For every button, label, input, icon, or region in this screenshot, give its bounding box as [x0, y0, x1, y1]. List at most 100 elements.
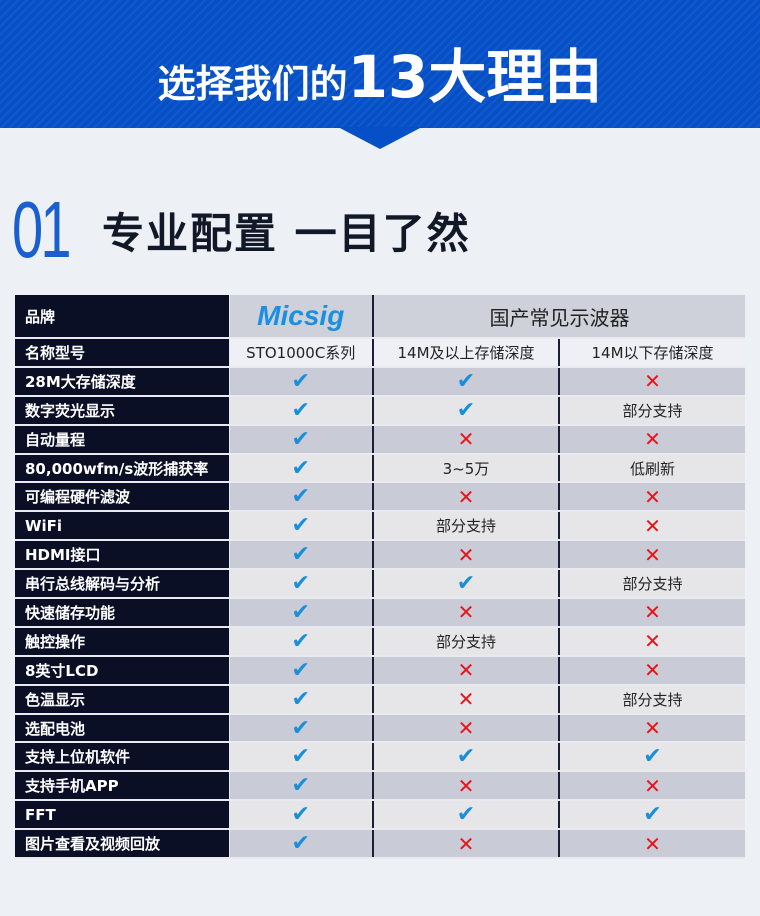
- table-row: 支持上位机软件 ✔ ✔ ✔: [15, 742, 745, 773]
- cross-icon: ✕: [644, 484, 661, 509]
- check-icon: ✔: [456, 368, 476, 394]
- cell-unsupported: ✕: [558, 511, 745, 542]
- feature-label: WiFi: [15, 511, 230, 542]
- cross-icon: ✕: [644, 600, 661, 625]
- micsig-logo: Micsig: [229, 295, 373, 339]
- check-icon: ✔: [291, 426, 310, 452]
- table-row: 28M大存储深度 ✔ ✔ ✕: [15, 366, 745, 397]
- cross-icon: ✕: [644, 658, 661, 683]
- micsig-brand: Micsig: [257, 300, 345, 331]
- cell-supported: ✔: [372, 742, 559, 773]
- cell-unsupported: ✕: [372, 829, 559, 860]
- cell-supported: ✔: [229, 395, 373, 426]
- cross-icon: ✕: [644, 716, 661, 741]
- check-icon: ✔: [291, 368, 310, 394]
- check-icon: ✔: [643, 802, 662, 828]
- cross-icon: ✕: [457, 831, 475, 856]
- table-row: 数字荧光显示 ✔ ✔ 部分支持: [15, 395, 745, 426]
- cell-supported: ✔: [372, 800, 559, 831]
- cell-supported: ✔: [229, 424, 373, 455]
- model-cell: 14M以下存储深度: [558, 338, 745, 368]
- table-row: 8英寸LCD ✔ ✕ ✕: [15, 655, 745, 686]
- cell-supported: ✔: [229, 453, 373, 484]
- banner-pointer: [338, 127, 422, 149]
- title-part1: 选择我们的: [157, 62, 348, 106]
- cell-supported: ✔: [229, 655, 373, 686]
- table-row: 触控操作 ✔ 部分支持 ✕: [15, 626, 745, 657]
- check-icon: ✔: [291, 455, 310, 481]
- cell-supported: ✔: [372, 395, 559, 426]
- cross-icon: ✕: [644, 542, 661, 567]
- feature-label: 8英寸LCD: [15, 655, 230, 686]
- feature-label: 80,000wfm/s波形捕获率: [15, 453, 230, 484]
- check-icon: ✔: [456, 802, 476, 828]
- cross-icon: ✕: [644, 629, 661, 654]
- check-icon: ✔: [291, 744, 310, 770]
- check-icon: ✔: [291, 599, 310, 625]
- cross-icon: ✕: [457, 600, 475, 625]
- cell-supported: ✔: [229, 482, 373, 513]
- cell-unsupported: ✕: [372, 598, 559, 628]
- check-icon: ✔: [291, 802, 310, 828]
- cell-supported: ✔: [229, 366, 373, 397]
- feature-label: 选配电池: [15, 713, 230, 744]
- feature-label: 可编程硬件滤波: [15, 482, 230, 513]
- feature-label: HDMI接口: [15, 540, 230, 571]
- cell-supported: ✔: [229, 684, 373, 715]
- cross-icon: ✕: [457, 484, 475, 509]
- cross-icon: ✕: [644, 513, 661, 538]
- cross-icon: ✕: [457, 542, 475, 567]
- feature-label: 支持上位机软件: [15, 742, 230, 773]
- cell-text: 部分支持: [372, 511, 559, 542]
- cell-supported: ✔: [372, 569, 559, 600]
- domestic-header: 国产常见示波器: [372, 295, 745, 339]
- section-number: 01: [12, 185, 71, 274]
- cell-unsupported: ✕: [372, 713, 559, 744]
- cell-supported: ✔: [558, 800, 745, 831]
- cell-text: 部分支持: [558, 395, 745, 426]
- cell-supported: ✔: [229, 742, 373, 773]
- table-row: 支持手机APP ✔ ✕ ✕: [15, 771, 745, 802]
- cross-icon: ✕: [644, 773, 661, 798]
- table-row: FFT ✔ ✔ ✔: [15, 800, 745, 831]
- table-row: 色温显示 ✔ ✕ 部分支持: [15, 684, 745, 715]
- feature-label: 串行总线解码与分析: [15, 569, 230, 600]
- table-row: 选配电池 ✔ ✕ ✕: [15, 713, 745, 744]
- cell-unsupported: ✕: [558, 424, 745, 455]
- cross-icon: ✕: [457, 427, 475, 452]
- cell-supported: ✔: [229, 713, 373, 744]
- check-icon: ✔: [291, 484, 310, 510]
- check-icon: ✔: [643, 744, 662, 770]
- cell-supported: ✔: [229, 569, 373, 600]
- cross-icon: ✕: [644, 369, 661, 394]
- cross-icon: ✕: [457, 773, 475, 798]
- table-row: 快速储存功能 ✔ ✕ ✕: [15, 598, 745, 628]
- brand-label: 品牌: [15, 295, 230, 339]
- cell-text: 部分支持: [558, 684, 745, 715]
- check-icon: ✔: [291, 686, 310, 712]
- table-row: 自动量程 ✔ ✕ ✕: [15, 424, 745, 455]
- cell-supported: ✔: [229, 598, 373, 628]
- cell-supported: ✔: [558, 742, 745, 773]
- feature-label: 快速储存功能: [15, 598, 230, 628]
- cell-unsupported: ✕: [558, 366, 745, 397]
- table-row: 图片查看及视频回放 ✔ ✕ ✕: [15, 829, 745, 860]
- feature-label: 触控操作: [15, 626, 230, 657]
- check-icon: ✔: [291, 715, 310, 741]
- check-icon: ✔: [291, 628, 310, 654]
- cell-unsupported: ✕: [372, 655, 559, 686]
- check-icon: ✔: [291, 397, 310, 423]
- title-part2: 13大理由: [347, 43, 603, 111]
- cell-unsupported: ✕: [558, 713, 745, 744]
- cell-supported: ✔: [229, 800, 373, 831]
- table-row: 可编程硬件滤波 ✔ ✕ ✕: [15, 482, 745, 513]
- table-row: HDMI接口 ✔ ✕ ✕: [15, 540, 745, 571]
- cross-icon: ✕: [457, 716, 475, 741]
- cell-supported: ✔: [372, 366, 559, 397]
- comparison-table: 品牌 Micsig 国产常见示波器 名称型号 STO1000C系列 14M及以上…: [15, 295, 745, 860]
- check-icon: ✔: [291, 542, 310, 568]
- cross-icon: ✕: [457, 687, 475, 712]
- cell-unsupported: ✕: [558, 626, 745, 657]
- model-cell: 14M及以上存储深度: [372, 338, 559, 368]
- cell-unsupported: ✕: [372, 424, 559, 455]
